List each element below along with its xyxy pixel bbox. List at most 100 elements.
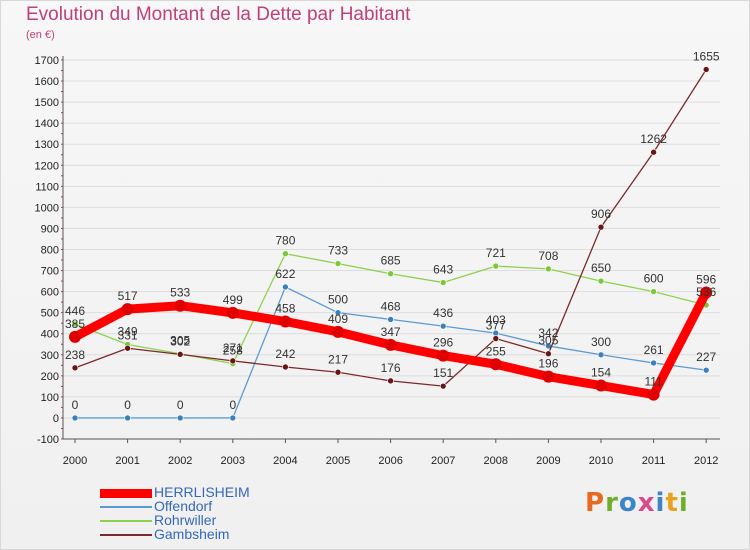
data-label-gambsheim: 302 (170, 334, 190, 348)
data-point-herrlisheim (174, 299, 187, 312)
data-label-herrlisheim: 296 (433, 336, 453, 350)
data-label-rohrwiller: 258 (223, 344, 243, 358)
chart-title: Evolution du Montant de la Dette par Hab… (26, 4, 411, 25)
data-point-gambsheim (439, 382, 447, 390)
legend-label: Gambsheim (154, 526, 230, 542)
data-point-gambsheim (124, 344, 131, 352)
y-tick-label: 1200 (35, 160, 59, 172)
grid-layer (63, 59, 720, 440)
data-point-rohrwiller (492, 262, 500, 270)
data-label-offendorf: 0 (177, 398, 184, 412)
data-label-rohrwiller: 650 (591, 261, 611, 275)
data-point-herrlisheim (384, 338, 397, 351)
y-tick-label: 200 (41, 371, 59, 383)
data-label-rohrwiller: 643 (433, 263, 453, 277)
data-label-herrlisheim: 255 (486, 344, 506, 358)
x-tick-label: 2005 (326, 455, 350, 467)
data-label-rohrwiller: 536 (696, 285, 716, 299)
data-label-gambsheim: 238 (65, 348, 85, 362)
y-tick-label: 500 (41, 308, 59, 320)
y-tick-label: 1700 (35, 55, 59, 67)
x-tick-label: 2006 (378, 455, 402, 467)
y-tick-label: 100 (41, 392, 59, 404)
data-label-gambsheim: 377 (486, 319, 506, 333)
data-point-offendorf (702, 366, 710, 374)
data-label-rohrwiller: 733 (328, 244, 348, 258)
y-tick-label: 1500 (35, 97, 59, 109)
x-tick-label: 2007 (431, 455, 455, 467)
data-label-offendorf: 300 (591, 335, 611, 349)
legend-item-offendorf: Offendorf (100, 498, 340, 514)
data-label-rohrwiller: 780 (275, 234, 295, 248)
legend-swatch (100, 506, 152, 508)
data-point-offendorf (229, 414, 237, 422)
x-tick-label: 2012 (694, 455, 718, 467)
data-label-offendorf: 436 (433, 306, 453, 320)
y-tick-label: 700 (41, 266, 59, 278)
data-point-herrlisheim (69, 330, 81, 343)
legend-swatch (100, 489, 152, 498)
data-label-herrlisheim: 533 (170, 286, 190, 300)
data-label-herrlisheim: 458 (275, 302, 295, 316)
y-tick-label: 400 (41, 329, 59, 341)
data-label-gambsheim: 331 (118, 328, 138, 342)
x-tick-label: 2009 (536, 455, 560, 467)
x-tick-label: 2010 (589, 455, 613, 467)
data-point-offendorf (124, 414, 131, 422)
y-tick-label: 1100 (35, 181, 59, 193)
x-tick-label: 2008 (484, 455, 508, 467)
x-tick-label: 2002 (168, 455, 192, 467)
y-tick-label: 300 (41, 350, 59, 362)
data-label-rohrwiller: 685 (381, 254, 401, 268)
data-label-herrlisheim: 154 (591, 366, 611, 380)
data-point-offendorf (71, 414, 79, 422)
data-label-offendorf: 261 (644, 343, 664, 357)
legend-label: HERRLISHEIM (154, 484, 250, 500)
data-point-herrlisheim (121, 303, 134, 316)
data-label-offendorf: 468 (381, 299, 401, 313)
data-label-gambsheim: 151 (433, 366, 453, 380)
data-point-herrlisheim (332, 325, 344, 338)
data-label-rohrwiller: 446 (65, 304, 85, 318)
data-point-offendorf (387, 316, 394, 323)
data-point-rohrwiller (387, 270, 394, 278)
data-label-herrlisheim: 347 (381, 325, 401, 339)
data-label-offendorf: 622 (275, 267, 295, 281)
x-tick-label: 2011 (642, 455, 666, 467)
data-label-gambsheim: 217 (328, 352, 348, 366)
data-point-gambsheim (597, 223, 605, 231)
legend-swatch (100, 534, 152, 536)
data-point-rohrwiller (597, 277, 605, 285)
y-tick-label: 1300 (35, 139, 59, 151)
x-tick-label: 2000 (63, 455, 87, 467)
axis-layer: -100010020030040050060070080090010001100… (35, 55, 720, 467)
chart-unit-label: (en €) (26, 29, 55, 41)
legend-swatch (100, 520, 152, 522)
data-point-offendorf (650, 359, 657, 367)
y-tick-label: 1400 (35, 118, 59, 130)
data-label-herrlisheim: 517 (118, 289, 138, 303)
data-label-herrlisheim: 409 (328, 312, 348, 326)
data-point-gambsheim (71, 364, 79, 372)
data-point-rohrwiller (545, 265, 552, 273)
legend-label: Rohrwiller (154, 512, 217, 528)
data-label-offendorf: 0 (124, 398, 131, 412)
data-label-offendorf: 227 (696, 350, 716, 364)
data-label-gambsheim: 1262 (640, 132, 667, 146)
legend-item-gambsheim: Gambsheim (100, 526, 340, 542)
proxiti-logo: Proxiti (585, 488, 689, 518)
data-label-herrlisheim: 596 (696, 272, 716, 286)
data-label-gambsheim: 271 (223, 341, 243, 355)
data-label-offendorf: 500 (328, 293, 348, 307)
data-label-rohrwiller: 600 (644, 272, 664, 286)
data-point-herrlisheim (437, 349, 450, 362)
data-point-gambsheim (334, 368, 342, 376)
data-point-gambsheim (282, 363, 289, 371)
data-point-herrlisheim (700, 286, 713, 299)
data-label-offendorf: 342 (538, 326, 558, 340)
data-label-layer: 385 517 533 499 458 409 347 296 255 196 154 111 596 0… (65, 49, 720, 411)
y-tick-label: 900 (41, 223, 59, 235)
data-point-rohrwiller (71, 320, 79, 328)
y-tick-label: 600 (41, 287, 59, 299)
